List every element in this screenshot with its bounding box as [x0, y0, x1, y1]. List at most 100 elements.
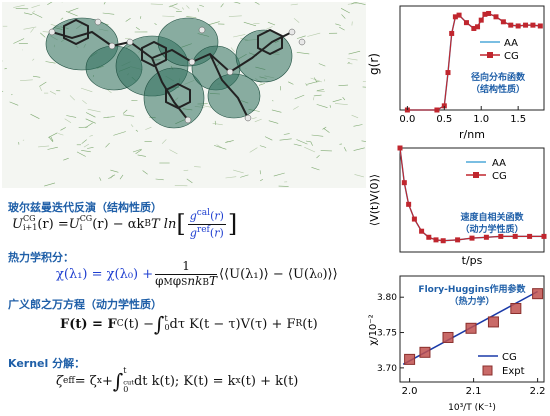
- polymer-strand: [64, 118, 72, 123]
- polymer-strand: [313, 94, 322, 97]
- fh-x-tick-label: 2.1: [466, 386, 482, 397]
- polymer-strand: [2, 90, 4, 92]
- polymer-strand: [82, 100, 87, 105]
- polymer-strand: [259, 178, 264, 182]
- fh-legend-expt-label: Expt: [502, 366, 525, 377]
- polymer-strand: [45, 61, 56, 64]
- polymer-strand: [4, 68, 7, 70]
- polymer-strand: [63, 157, 69, 161]
- fh-x-axis-label: 10³/T (K⁻¹): [448, 403, 496, 413]
- polymer-strand: [220, 3, 224, 8]
- polymer-strand: [89, 135, 93, 137]
- boltzmann-inversion-equation: U CG i+1 (r) = U CG i (r) − αk B T ln [ gcal(r) g…: [12, 208, 238, 240]
- polymer-strand: [150, 3, 164, 5]
- polymer-strand: [348, 50, 361, 55]
- polymer-strand: [338, 84, 349, 86]
- polymer-strand: [340, 8, 350, 14]
- thermodynamic-integration-title: 热力学积分：: [8, 251, 74, 264]
- vacf-x-axis-label: t/ps: [462, 254, 483, 266]
- polymer-strand: [329, 105, 331, 108]
- rdf-legend: AA CG: [480, 38, 519, 62]
- polymer-strand: [58, 133, 64, 136]
- polymer-strand: [13, 38, 25, 44]
- polymer-strand: [155, 178, 164, 181]
- vacf-plot-frame: [399, 147, 545, 253]
- polymer-strand: [81, 139, 87, 144]
- polymer-strand: [81, 150, 91, 153]
- fh-expt-point: [442, 331, 454, 343]
- polymer-strand: [161, 139, 167, 144]
- polymer-strand: [99, 177, 102, 181]
- rdf-legend-cg-marker: [487, 52, 493, 58]
- polymer-strand: [226, 140, 231, 143]
- polymer-strand: [23, 12, 33, 15]
- polymer-strand: [347, 63, 353, 65]
- vacf-cg-point: [469, 235, 475, 241]
- polymer-strand: [332, 99, 342, 103]
- polymer-strand: [310, 141, 313, 146]
- polymer-strand: [9, 101, 19, 106]
- polymer-strand: [135, 129, 139, 132]
- polymer-strand: [65, 11, 78, 17]
- vacf-legend-aa-label: AA: [492, 158, 506, 169]
- polymer-strand: [119, 174, 124, 180]
- polymer-strand: [31, 4, 41, 8]
- polymer-strand: [169, 149, 178, 155]
- polymer-strand: [214, 145, 227, 150]
- fh-expt-point: [404, 353, 416, 365]
- atoms: [48, 18, 306, 124]
- polymer-strand: [316, 90, 325, 92]
- polymer-strand: [216, 144, 223, 149]
- polymer-strand: [296, 52, 310, 55]
- rdf-y-axis-label: g(r): [368, 53, 381, 75]
- polymer-strand: [181, 7, 185, 10]
- thermodynamic-integration-equation: χ(λ₁) = χ(λ₀) + 1 φMφSnkBT ⟨⟨U(λ₁)⟩ − ⟨U(…: [56, 258, 338, 288]
- polymer-strand: [335, 23, 341, 26]
- polymer-strand: [342, 97, 346, 101]
- polymer-strand: [105, 142, 110, 148]
- vacf-cg-point: [406, 201, 412, 207]
- polymer-strand: [40, 32, 46, 38]
- polymer-strand: [186, 5, 190, 9]
- polymer-strand: [68, 7, 79, 12]
- rdf-cg-point: [500, 19, 506, 25]
- polymer-strand: [351, 114, 359, 119]
- polymer-strand: [354, 174, 364, 178]
- rdf-legend-cg-label: CG: [504, 51, 519, 62]
- rdf-cg-point: [493, 14, 499, 20]
- polymer-strand: [233, 169, 244, 174]
- polymer-strand: [50, 136, 54, 142]
- polymer-strand: [272, 99, 274, 102]
- polymer-strand: [311, 134, 324, 137]
- polymer-strand: [137, 154, 146, 157]
- vacf-y-axis-label: ⟨V(t)V(0)⟩: [368, 174, 381, 226]
- polymer-strand: [20, 79, 33, 81]
- boltzmann-inversion-title: 玻尔兹曼迭代反演（结构性质）: [8, 201, 162, 214]
- fh-title-line1: Flory-Huggins作用参数: [418, 283, 526, 295]
- coarse-grained-simulation-image: [2, 2, 366, 188]
- polymer-strand: [48, 136, 54, 142]
- polymer-strand: [154, 23, 157, 26]
- vacf-cg-point: [419, 228, 425, 234]
- vacf-legend-cg-label: CG: [492, 171, 507, 182]
- rdf-cg-point: [508, 22, 514, 28]
- polymer-strand: [38, 145, 50, 148]
- vacf-cg-point: [483, 234, 489, 240]
- polymer-strand: [123, 114, 135, 117]
- vacf-cg-point: [541, 233, 547, 239]
- polymer-strand: [341, 14, 346, 19]
- kernel-decomposition-title: Kernel 分解：: [8, 357, 86, 370]
- polymer-strand: [283, 133, 290, 135]
- vacf-cg-point: [440, 238, 446, 244]
- rdf-cg-point: [530, 22, 536, 28]
- polymer-strand: [32, 10, 35, 13]
- fh-legend-cg-label: CG: [502, 352, 517, 363]
- polymer-strand: [85, 122, 93, 128]
- polymer-strand: [170, 5, 180, 11]
- polymer-strand: [162, 15, 175, 17]
- polymer-strand: [186, 178, 193, 184]
- rdf-cg-point: [482, 11, 488, 17]
- polymer-strand: [80, 87, 93, 93]
- polymer-strand: [108, 174, 116, 179]
- polymer-strand: [140, 16, 142, 19]
